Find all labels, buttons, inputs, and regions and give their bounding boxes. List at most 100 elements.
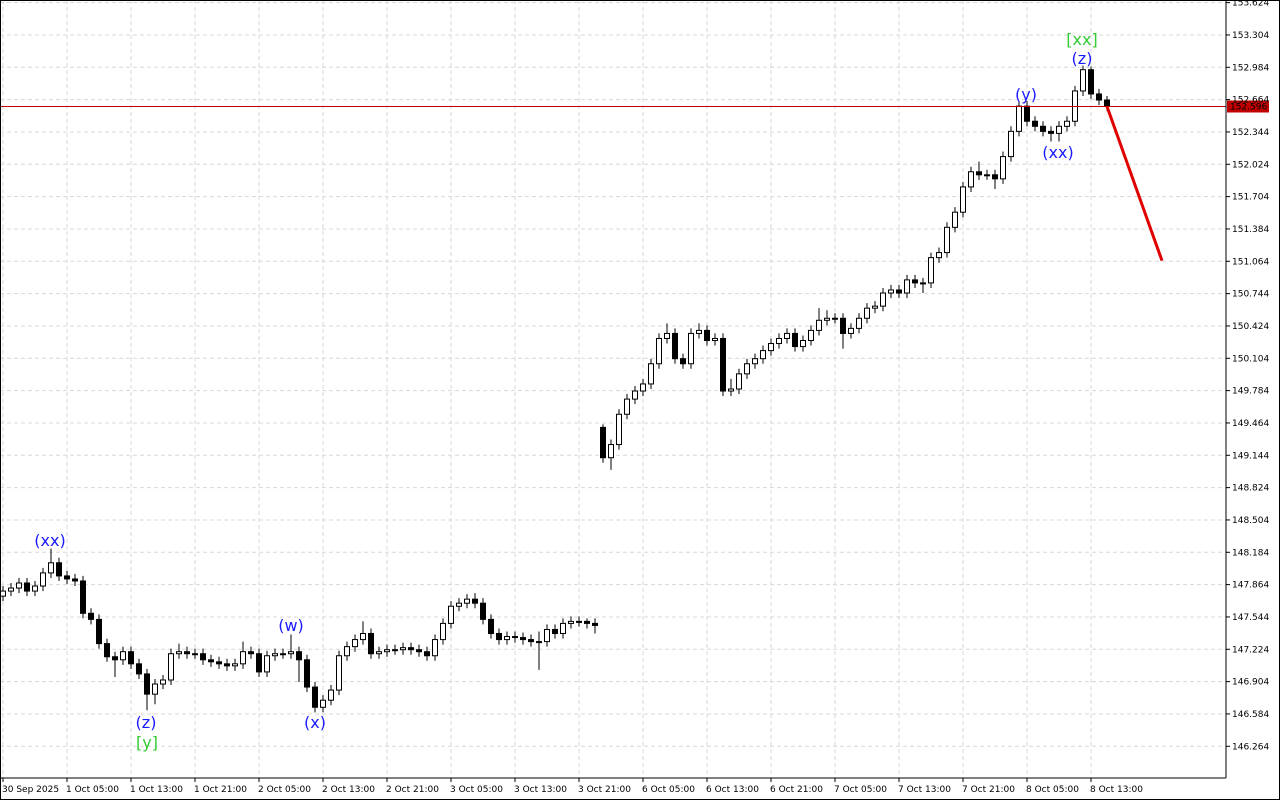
y-tick-label: 152.664 [1232, 96, 1269, 106]
candle-body [840, 317, 846, 334]
candle-body [936, 252, 942, 259]
candle-body [1104, 99, 1110, 107]
candle-body [136, 663, 142, 675]
candle-body [592, 622, 598, 626]
candle-body [224, 663, 230, 667]
candle-body [1032, 120, 1038, 127]
candle-body [848, 327, 854, 334]
x-tick-label: 7 Oct 13:00 [898, 785, 951, 795]
y-tick-label: 153.624 [1232, 0, 1269, 9]
wave-label: [y] [136, 733, 158, 752]
candle-body [520, 637, 526, 641]
y-tick-label: 150.744 [1232, 290, 1269, 300]
y-tick-label: 152.344 [1232, 128, 1269, 138]
candle-body [456, 602, 462, 607]
candle-body [384, 649, 390, 653]
candle-body [0, 590, 6, 597]
candle-body [128, 651, 134, 665]
candle-body [768, 343, 774, 352]
candle-body [600, 426, 606, 459]
x-tick-label: 6 Oct 05:00 [642, 785, 695, 795]
candle-body [640, 383, 646, 392]
candle-body [424, 651, 430, 657]
candle-body [112, 656, 118, 661]
candle-body [360, 633, 366, 641]
candle-body [584, 620, 590, 624]
candle-body [808, 329, 814, 342]
candle-body [560, 622, 566, 635]
candle-body [776, 337, 782, 345]
candle-body [1064, 120, 1070, 127]
candle-body [392, 649, 398, 652]
y-tick-label: 148.184 [1232, 548, 1269, 558]
y-tick-label: 149.144 [1232, 451, 1269, 461]
candle-body [920, 282, 926, 285]
candle-body [120, 651, 126, 661]
candle-body [296, 651, 302, 661]
candle-body [160, 679, 166, 685]
candle-body [872, 305, 878, 309]
candle-body [1024, 105, 1030, 122]
candle-body [96, 618, 102, 645]
candle-body [312, 686, 318, 708]
candle-body [544, 628, 550, 643]
candle-body [752, 358, 758, 365]
x-tick-label: 30 Sep 2025 [2, 785, 59, 795]
y-tick-label: 146.904 [1232, 678, 1269, 688]
y-tick-label: 153.304 [1232, 31, 1269, 41]
candle-body [864, 307, 870, 319]
candle-body [480, 602, 486, 620]
candle-body [744, 363, 750, 375]
y-tick-label: 152.984 [1232, 63, 1269, 73]
candle-body [288, 651, 294, 655]
y-tick-label: 146.264 [1232, 742, 1269, 752]
candle-body [944, 226, 950, 254]
y-tick-label: 147.544 [1232, 613, 1269, 623]
candle-body [712, 337, 718, 342]
candle-body [416, 649, 422, 653]
candle-body [496, 633, 502, 641]
candle-body [352, 639, 358, 648]
wave-label: (w) [278, 616, 304, 635]
y-tick-label: 149.464 [1232, 419, 1269, 429]
y-tick-label: 146.584 [1232, 710, 1269, 720]
candle-body [488, 618, 494, 635]
candle-body [976, 171, 982, 176]
candle-body [760, 350, 766, 360]
candle-body [216, 661, 222, 665]
candle-body [904, 279, 910, 294]
candle-body [528, 639, 534, 643]
y-tick-label: 148.824 [1232, 484, 1269, 494]
candle-body [208, 659, 214, 663]
candle-body [928, 257, 934, 284]
wave-label: (xx) [34, 531, 65, 550]
y-tick-label: 150.424 [1232, 322, 1269, 332]
x-tick-label: 3 Oct 21:00 [578, 785, 631, 795]
candle-body [464, 598, 470, 604]
candle-body [856, 317, 862, 329]
candle-body [1056, 125, 1062, 134]
candle-body [192, 653, 198, 656]
candle-body [1040, 125, 1046, 132]
candle-body [736, 373, 742, 390]
candle-body [72, 578, 78, 582]
x-tick-label: 1 Oct 21:00 [194, 785, 247, 795]
candle-body [816, 319, 822, 331]
wave-label: [xx] [1066, 30, 1097, 49]
x-tick-label: 7 Oct 05:00 [834, 785, 887, 795]
x-tick-label: 3 Oct 05:00 [450, 785, 503, 795]
candle-body [696, 329, 702, 334]
candle-body [552, 628, 558, 635]
candle-body [272, 653, 278, 657]
candle-body [792, 332, 798, 348]
candle-body [152, 683, 158, 695]
candle-body [1048, 130, 1054, 134]
candle-body [256, 653, 262, 673]
candle-body [648, 363, 654, 385]
forecast-line [1105, 105, 1164, 262]
x-tick-label: 2 Oct 21:00 [386, 785, 439, 795]
candle-body [608, 444, 614, 459]
candle-body [168, 653, 174, 681]
